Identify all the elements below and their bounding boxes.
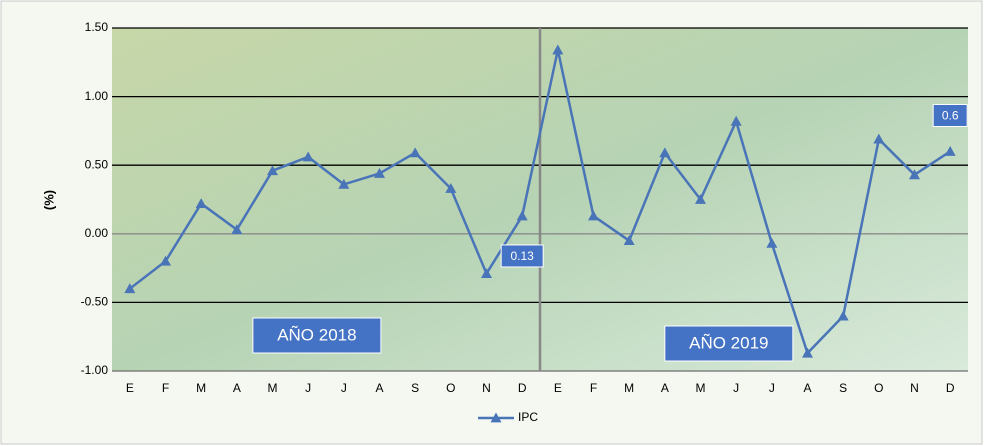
marker [195, 198, 207, 209]
y-tick-label: 1.00 [85, 89, 109, 103]
marker [231, 224, 243, 235]
x-tick-label: S [839, 381, 847, 395]
y-axis-label: (%) [41, 190, 56, 210]
value-label: 0.13 [510, 249, 534, 263]
marker [837, 310, 849, 321]
marker [695, 194, 706, 204]
x-tick-label: A [661, 381, 669, 395]
marker [409, 147, 421, 158]
marker [944, 145, 956, 156]
x-tick-label: O [874, 381, 883, 395]
x-tick-label: E [126, 381, 134, 395]
marker [516, 210, 528, 221]
x-tick-label: E [554, 381, 562, 395]
annotation: AÑO 2018 [277, 325, 356, 344]
marker [659, 147, 671, 158]
x-tick-label: J [341, 381, 347, 395]
annotation-box [664, 325, 794, 362]
y-tick-label: 0.50 [85, 157, 109, 171]
marker [588, 210, 599, 221]
x-tick-label: A [803, 381, 811, 395]
y-tick-label: 0.00 [85, 226, 109, 240]
x-tick-label: N [910, 381, 919, 395]
x-tick-label: J [769, 381, 775, 395]
marker [374, 167, 385, 178]
x-tick-label: D [518, 381, 527, 395]
x-tick-label: M [196, 381, 206, 395]
series-line [129, 49, 951, 356]
marker [909, 169, 920, 180]
marker [160, 255, 171, 266]
annotation-box [252, 317, 382, 354]
legend-marker [490, 412, 502, 423]
x-tick-label: F [162, 381, 169, 395]
x-tick-label: J [305, 381, 311, 395]
marker [623, 235, 635, 246]
marker [481, 268, 492, 278]
marker [124, 283, 136, 294]
marker [445, 183, 457, 193]
x-tick-label: M [268, 381, 278, 395]
value-label: 0.6 [942, 109, 959, 123]
y-tick-label: -1.00 [81, 363, 109, 377]
value-label-box [500, 244, 544, 268]
x-tick-label: F [590, 381, 597, 395]
x-tick-label: A [233, 381, 241, 395]
x-tick-label: M [624, 381, 634, 395]
marker [302, 151, 314, 162]
value-label-box [932, 103, 968, 127]
x-tick-label: J [733, 381, 739, 395]
y-tick-label: -0.50 [81, 295, 109, 309]
marker [802, 347, 813, 358]
x-tick-label: S [411, 381, 419, 395]
marker [267, 165, 278, 176]
marker [873, 133, 885, 144]
legend-label: IPC [518, 410, 538, 424]
x-tick-label: A [375, 381, 383, 395]
marker [766, 237, 778, 248]
x-tick-label: D [946, 381, 955, 395]
x-tick-label: M [696, 381, 706, 395]
y-tick-label: 1.50 [85, 20, 109, 34]
marker [730, 115, 742, 126]
marker [552, 44, 564, 55]
x-tick-label: N [482, 381, 491, 395]
x-tick-label: O [446, 381, 455, 395]
annotation: AÑO 2019 [689, 333, 768, 352]
marker [338, 178, 350, 189]
